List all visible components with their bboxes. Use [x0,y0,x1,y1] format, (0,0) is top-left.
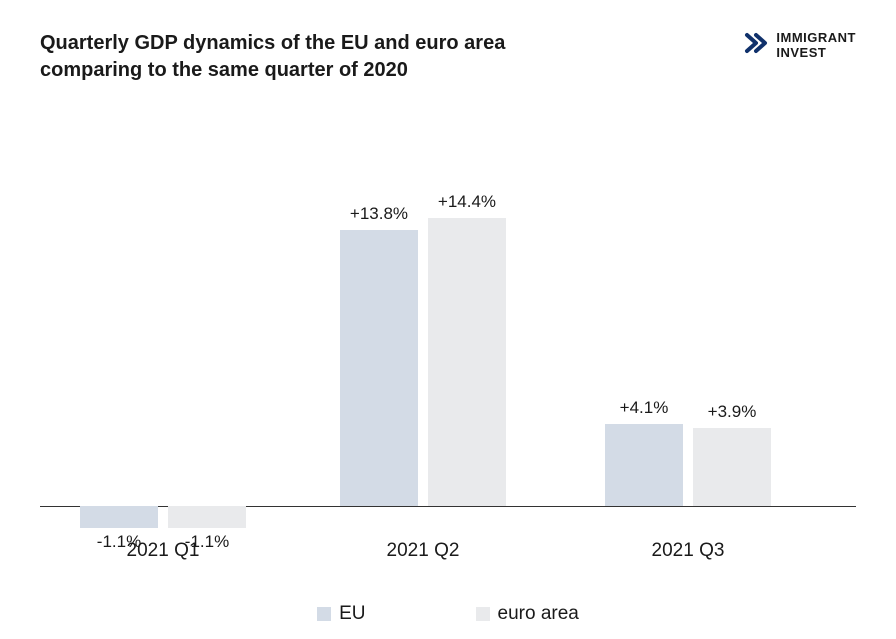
legend-label: euro area [498,603,579,625]
legend-label: EU [339,603,365,625]
chart-bar: +3.9% [693,114,771,574]
legend-swatch-icon [476,607,490,621]
chart-bar: +4.1% [605,114,683,574]
legend-item: EU [317,603,365,625]
chart-bar: -1.1% [168,114,246,574]
chart-bar-value: +13.8% [340,204,418,224]
chart-category-group: -1.1%-1.1%2021 Q1 [80,114,300,574]
chart-bar-value: +14.4% [428,192,506,212]
brand-text-line1: IMMIGRANT [776,31,856,45]
brand-text: IMMIGRANT INVEST [776,31,856,60]
chart-bar: +14.4% [428,114,506,574]
chart-plot-area: -1.1%-1.1%2021 Q1 +13.8% +14.4% 2021 Q2 +4.1… [40,114,856,574]
legend-swatch-icon [317,607,331,621]
chart-bar-fill [693,428,771,506]
brand-mark-icon [744,30,770,61]
chart-bar-fill [605,424,683,506]
chart-category-label: 2021 Q1 [80,540,246,562]
chart-bar: +13.8% [340,114,418,574]
chart-bar-value: +4.1% [605,398,683,418]
legend-item: euro area [476,603,579,625]
chart-bar-value: +3.9% [693,402,771,422]
chart-category-group: +4.1% +3.9% 2021 Q3 [605,114,825,574]
chart-header: Quarterly GDP dynamics of the EU and eur… [40,30,856,84]
chart-bar-fill [80,506,158,528]
chart-title: Quarterly GDP dynamics of the EU and eur… [40,30,560,84]
brand-text-line2: INVEST [776,46,856,60]
chart-bar-fill [168,506,246,528]
chart-bar: -1.1% [80,114,158,574]
chart-legend: EU euro area [0,603,896,625]
brand-logo: IMMIGRANT INVEST [744,30,856,61]
chart-bar-fill [428,218,506,506]
chart-bar-fill [340,230,418,506]
chart-category-label: 2021 Q2 [340,540,506,562]
chart-category-group: +13.8% +14.4% 2021 Q2 [340,114,560,574]
chart-category-label: 2021 Q3 [605,540,771,562]
